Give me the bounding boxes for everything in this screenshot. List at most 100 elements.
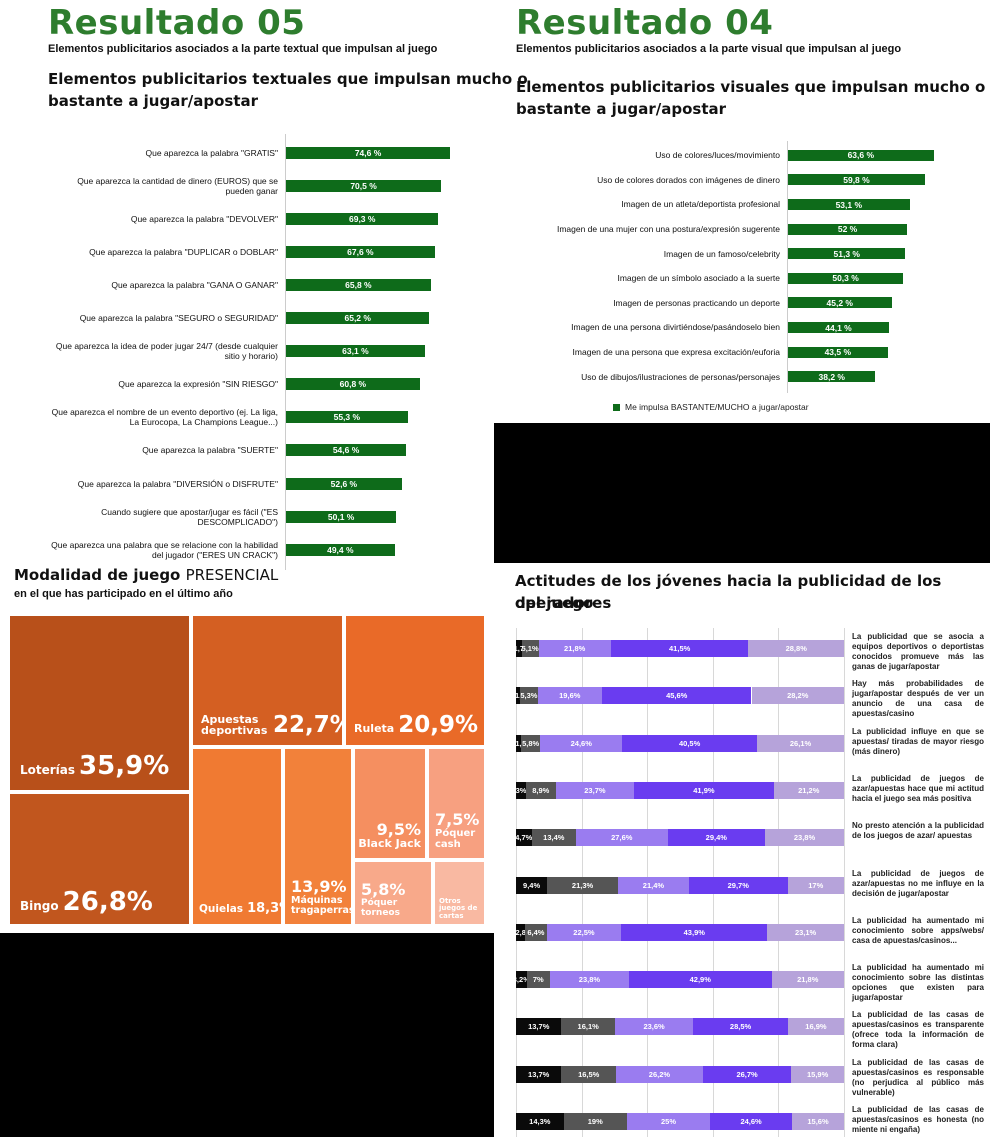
bar-category-label: Que aparezca la palabra "DIVERSIÓN o DIS… [77, 478, 278, 489]
bar-value-label: 63,6 % [847, 150, 875, 161]
left-chart-title-line2: bastante a jugar/apostar [48, 92, 259, 110]
attitude-statement: La publicidad que se asocia a equipos de… [852, 632, 984, 671]
stacked-segment: 4,7% [516, 829, 532, 847]
stacked-segment: 26,7% [702, 1065, 792, 1083]
stacked-segment: 21,2% [773, 781, 844, 799]
stacked-segment: 41,9% [634, 781, 774, 799]
stacked-segment: 25% [626, 1113, 711, 1130]
bar-value-label: 50,3 % [832, 273, 859, 284]
stacked-segment: 16,9% [787, 1018, 844, 1036]
stacked-segment: 29,7% [688, 876, 788, 894]
stacked-segment: 41,5% [610, 640, 749, 657]
stacked-segment: 19% [563, 1113, 627, 1130]
visual-bar-chart: Uso de colores/luces/movimiento 63,6 % Uso… [495, 135, 990, 393]
stacked-segment: 2,8 [516, 923, 526, 941]
bar [788, 272, 904, 284]
bar-value-label: 63,1 % [342, 346, 369, 357]
bar [788, 199, 910, 210]
bar-value-label: 74,6 % [354, 147, 382, 158]
bar-category-label: Que aparezca la expresión "SIN RIESGO" [118, 379, 278, 390]
right-chart-title-line2: bastante a jugar/apostar [516, 100, 727, 118]
bar [286, 345, 425, 358]
stacked-bar: 3% 8,9% 23,7% 41,9% 21,2% [516, 781, 844, 799]
bar-category-label: Que aparezca la palabra "GANA O GANAR" [111, 279, 278, 290]
stacked-segment: 6,4% [525, 923, 547, 941]
attitudes-title-line1: Actitudes de los jóvenes hacia la public… [515, 572, 942, 612]
treemap-tile-label: Loterías 35,9% [20, 752, 169, 780]
treemap-tile-label: 13,9% Máquinas tragaperras [291, 877, 351, 916]
bar [788, 174, 925, 186]
treemap-tile-value: 7,5% [435, 810, 480, 830]
stacked-segment: 16,1% [561, 1018, 615, 1036]
stacked-segment: 7% [526, 971, 550, 989]
legend-swatch [613, 403, 620, 411]
stacked-segment: 28,2% [751, 687, 844, 705]
bar-value-label: 53,1 % [835, 199, 863, 210]
chart-axis [285, 134, 286, 571]
bar-value-label: 49,4 % [327, 544, 354, 555]
bar-category-label: Uso de colores dorados con imágenes de d… [597, 174, 780, 185]
bar [286, 411, 408, 424]
treemap-tile-label: Otros juegos de cartas [439, 897, 484, 920]
treemap-title-caps: PRESENCIAL [185, 566, 279, 584]
stacked-segment: 5,1% [521, 640, 539, 657]
bar-category-label: Imagen de personas practicando un deport… [613, 297, 780, 308]
stacked-segment: 9,4% [516, 876, 548, 894]
bar-category-label: Que aparezca la palabra "DEVOLVER" [130, 213, 278, 224]
stacked-segment: 16,5% [561, 1065, 617, 1083]
stacked-segment: 13,4% [531, 829, 577, 847]
bar-value-label: 44,1 % [825, 322, 852, 333]
treemap-tile-name: Quielas [199, 903, 244, 916]
treemap-tile-label: 9,5% Black Jack [358, 821, 421, 850]
bar [788, 149, 934, 161]
treemap-subtitle: en el que has participado en el último a… [14, 588, 233, 600]
attitude-statement: La publicidad de las casas de apuestas/c… [852, 1057, 984, 1097]
bar-category-label: Que aparezca la palabra "DUPLICAR o DOBL… [89, 246, 278, 257]
bar [286, 510, 397, 523]
left-chart-title-line1: Elementos publicitarios textuales que im… [48, 70, 528, 88]
treemap-tile: 7,5% Póquer cash [427, 747, 486, 860]
stacked-segment: 42,9% [628, 971, 772, 989]
stacked-segment: 13,7% [516, 1065, 562, 1083]
treemap-tile: Bingo 26,8% [8, 792, 191, 926]
bar [788, 248, 906, 260]
stacked-segment: 21,3% [547, 876, 618, 894]
bar [286, 278, 431, 291]
bar-category-label: Uso de dibujos/ilustraciones de personas… [581, 371, 780, 382]
stacked-segment: 1,7 [516, 640, 522, 657]
stacked-segment: 26,2% [616, 1065, 703, 1083]
stacked-bar: 9,4% 21,3% 21,4% 29,7% 17% [516, 876, 844, 894]
bar-value-label: 51,3 % [833, 248, 860, 259]
stacked-segment: 22,5% [546, 923, 622, 941]
stacked-segment: 27,6% [576, 829, 668, 847]
bar [286, 212, 439, 225]
stacked-segment: 8,9% [525, 781, 556, 799]
bar-value-label: 67,6 % [347, 246, 374, 257]
treemap-tile-value: 13,9% [291, 877, 347, 897]
treemap-tile: Ruleta 20,9% [344, 614, 486, 747]
bar [788, 223, 908, 235]
stacked-bar: 14,3% 19% 25% 24,6% 15,6% [516, 1113, 844, 1130]
stacked-segment: 13,7% [516, 1018, 562, 1036]
treemap-tile-label: 7,5% Póquer cash [435, 810, 484, 850]
stacked-segment: 24,6% [710, 1113, 793, 1130]
black-mask-right [494, 423, 990, 563]
bar [286, 146, 451, 159]
stacked-segment: 5,3% [520, 687, 538, 705]
right-chart-title-line1: Elementos publicitarios visuales que imp… [516, 78, 986, 96]
bar-value-label: 52 % [837, 224, 858, 235]
stacked-segment: 23,7% [555, 781, 635, 799]
bar-category-label: Imagen de una persona que expresa excita… [572, 347, 780, 358]
bar-value-label: 65,2 % [344, 313, 371, 324]
stacked-segment: 3% [516, 781, 526, 799]
bar [286, 378, 420, 391]
attitude-statement: La publicidad de juegos de azar/apuestas… [852, 868, 984, 898]
treemap-tile-value: 18,3% [247, 901, 281, 917]
stacked-segment: 23,6% [614, 1018, 694, 1036]
stacked-bar: 1,5,3%19,6%45,6%28,2% [516, 687, 844, 705]
left-result-title: Resultado 05 [48, 3, 306, 43]
bar-category-label: Que aparezca la cantidad de dinero (EURO… [77, 175, 278, 196]
bar-value-label: 50,1 % [327, 511, 355, 522]
bar [788, 346, 888, 358]
